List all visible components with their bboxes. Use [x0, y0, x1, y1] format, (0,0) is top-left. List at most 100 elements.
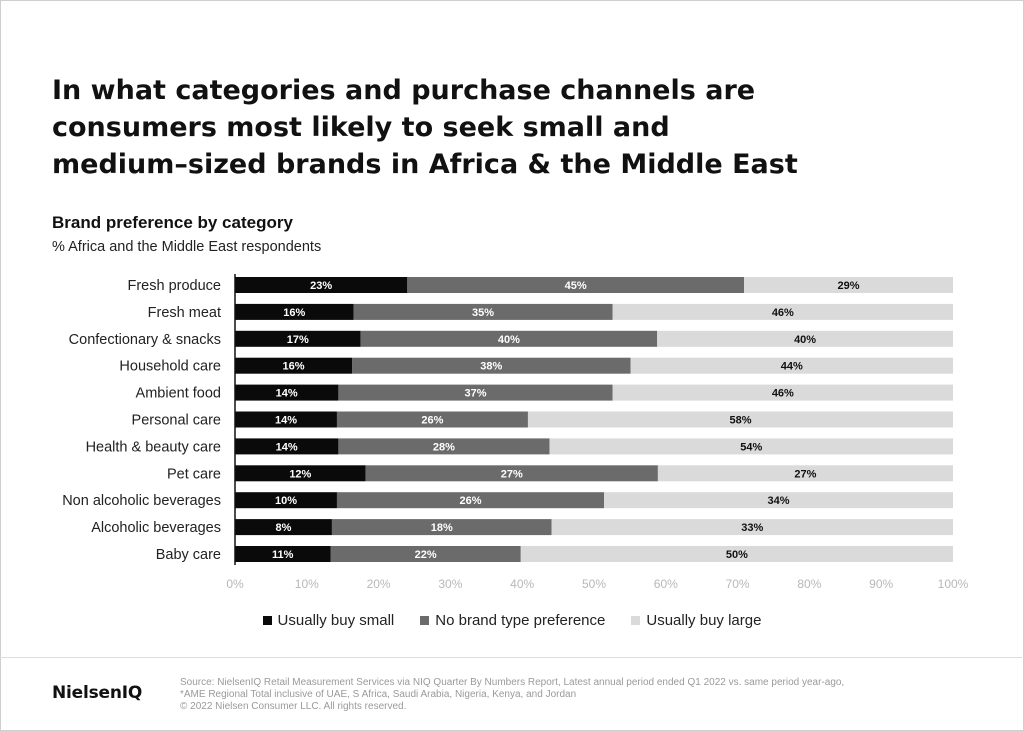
data-label: 33% — [741, 522, 763, 534]
data-label: 46% — [772, 388, 794, 400]
x-tick-label: 0% — [226, 577, 244, 591]
footnote-line: © 2022 Nielsen Consumer LLC. All rights … — [180, 701, 407, 712]
data-label: 45% — [565, 280, 587, 292]
bar-segment — [235, 277, 408, 293]
data-label: 38% — [480, 361, 502, 373]
legend-item-neutral: No brand type preference — [420, 612, 605, 629]
data-label: 27% — [501, 468, 523, 480]
category-label: Health & beauty care — [86, 439, 221, 455]
bar-segment — [657, 465, 953, 482]
data-label: 29% — [838, 280, 860, 292]
legend-label: Usually buy small — [277, 612, 395, 629]
x-tick-label: 60% — [654, 577, 678, 591]
bar-segment — [612, 384, 953, 401]
x-tick-label: 10% — [295, 577, 319, 591]
category-label: Household care — [119, 359, 221, 375]
chart-subtitle: Brand preference by category — [52, 213, 293, 232]
data-label: 14% — [276, 388, 298, 400]
data-label: 34% — [768, 495, 790, 507]
bar-segment — [549, 438, 953, 455]
data-label: 10% — [275, 495, 297, 507]
bar-segment — [551, 519, 953, 536]
bar-segment — [235, 384, 339, 401]
x-tick-label: 50% — [582, 577, 606, 591]
data-label: 22% — [415, 549, 437, 561]
bar-segment — [657, 330, 953, 347]
category-label: Non alcoholic beverages — [62, 493, 221, 509]
footer-divider — [0, 657, 1022, 658]
data-label: 35% — [472, 307, 494, 319]
category-label: Fresh meat — [148, 305, 221, 321]
source-footnote: Source: NielsenIQ Retail Measurement Ser… — [180, 677, 970, 713]
category-label: Fresh produce — [128, 278, 222, 294]
x-tick-label: 20% — [367, 577, 391, 591]
x-tick-label: 30% — [438, 577, 462, 591]
data-label: 14% — [276, 441, 298, 453]
data-label: 50% — [726, 549, 748, 561]
bar-segment — [612, 303, 953, 320]
data-label: 54% — [740, 441, 762, 453]
legend-swatch-large — [631, 616, 641, 625]
legend-swatch-small — [262, 616, 272, 625]
data-label: 17% — [287, 334, 309, 346]
bar-segment — [235, 303, 354, 320]
data-label: 23% — [310, 280, 332, 292]
bar-segment — [235, 411, 337, 428]
x-tick-label: 80% — [797, 577, 821, 591]
bar-segment — [604, 492, 953, 509]
data-label: 26% — [421, 415, 443, 427]
data-label: 14% — [275, 415, 297, 427]
data-label: 44% — [781, 361, 803, 373]
bar-segment — [336, 492, 605, 509]
title-line: In what categories and purchase channels… — [52, 75, 756, 106]
bar-segment — [336, 411, 528, 428]
legend-label: Usually buy large — [646, 612, 762, 629]
x-tick-label: 70% — [726, 577, 750, 591]
bar-segment — [338, 438, 550, 455]
title-line: consumers most likely to seek small and — [52, 112, 670, 143]
category-label: Ambient food — [136, 386, 221, 402]
data-label: 26% — [459, 495, 481, 507]
chart-legend: Usually buy small No brand type preferen… — [0, 612, 1024, 629]
data-label: 12% — [289, 468, 311, 480]
bar-segment — [235, 357, 353, 374]
bar-segment — [520, 546, 953, 562]
bar-segment — [235, 465, 366, 482]
nielseniq-logo: NielsenIQ — [52, 683, 143, 703]
title-line: medium–sized brands in Africa & the Midd… — [52, 149, 798, 180]
bar-segment — [353, 303, 613, 320]
data-label: 40% — [794, 334, 816, 346]
bar-segment — [744, 277, 953, 293]
bar-segment — [360, 330, 658, 347]
bar-segment — [352, 357, 631, 374]
data-label: 40% — [498, 334, 520, 346]
x-tick-label: 40% — [510, 577, 534, 591]
page-title: In what categories and purchase channels… — [52, 72, 952, 183]
bar-segment — [235, 546, 331, 562]
bar-segment — [235, 519, 332, 536]
category-label: Alcoholic beverages — [91, 520, 221, 536]
data-label: 46% — [772, 307, 794, 319]
footnote-line: Source: NielsenIQ Retail Measurement Ser… — [180, 677, 845, 688]
legend-label: No brand type preference — [435, 612, 606, 629]
category-label: Confectionary & snacks — [69, 332, 221, 348]
unit-label: % Africa and the Middle East respondents — [52, 239, 322, 255]
data-label: 8% — [276, 522, 292, 534]
bar-segment — [630, 357, 953, 374]
x-tick-label: 90% — [869, 577, 893, 591]
legend-swatch-neutral — [420, 616, 430, 625]
bar-segment — [331, 519, 552, 536]
legend-item-small: Usually buy small — [262, 612, 395, 629]
footnote-line: *AME Regional Total inclusive of UAE, S … — [180, 689, 577, 700]
bar-segment — [527, 411, 953, 428]
data-label: 58% — [729, 415, 751, 427]
bar-segment — [235, 438, 339, 455]
bar-segment — [338, 384, 613, 401]
category-label: Baby care — [156, 547, 221, 563]
data-label: 37% — [465, 388, 487, 400]
data-label: 11% — [272, 549, 294, 561]
data-label: 28% — [433, 441, 455, 453]
data-label: 27% — [794, 468, 816, 480]
data-label: 16% — [283, 307, 305, 319]
bar-segment — [407, 277, 745, 293]
